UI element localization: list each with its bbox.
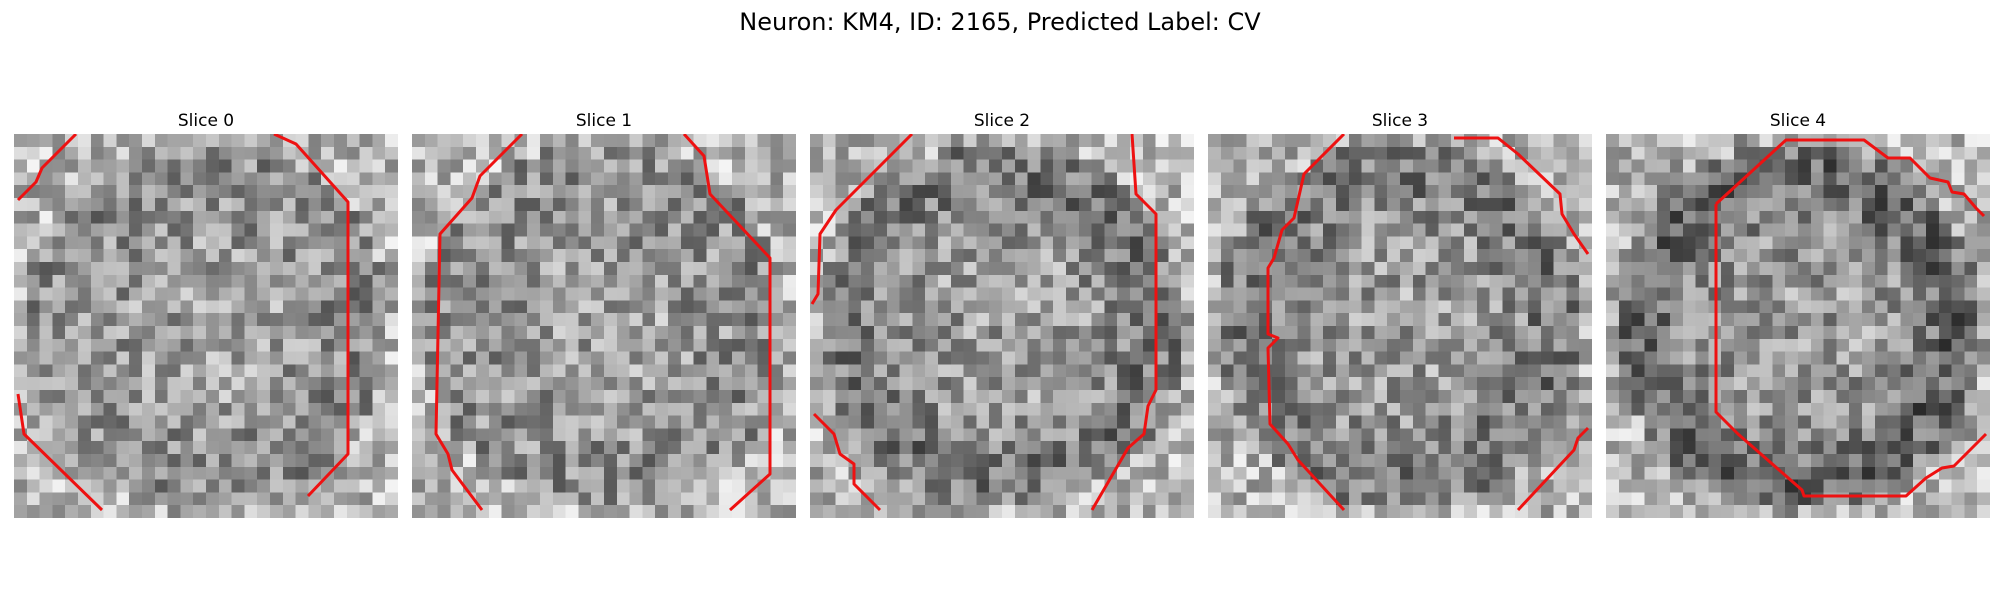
slice-image <box>412 134 796 518</box>
contour-line <box>434 134 524 511</box>
contour-line <box>812 412 882 512</box>
slice-pixels <box>1606 134 1990 518</box>
contour-line <box>1516 426 1590 512</box>
contour-line <box>682 134 772 512</box>
contour-line <box>1714 204 1988 498</box>
contour-line <box>810 134 914 305</box>
slice-panel-1: Slice 1 <box>412 108 796 518</box>
slice-pixels <box>1208 134 1592 518</box>
slice-image <box>810 134 1194 518</box>
slice-title: Slice 4 <box>1769 111 1827 131</box>
slice-title: Slice 1 <box>575 111 633 131</box>
slice-image <box>14 134 398 518</box>
slice-image <box>1208 134 1592 518</box>
figure-title: Neuron: KM4, ID: 2165, Predicted Label: … <box>739 8 1261 36</box>
slice-pixels <box>810 134 1194 518</box>
contour-overlay <box>810 134 1158 512</box>
contour-line <box>16 134 78 202</box>
contour-line <box>1266 134 1346 512</box>
contour-overlay <box>1714 138 1988 498</box>
slice-panel-0: Slice 0 <box>14 108 398 518</box>
contour-overlay <box>434 134 772 512</box>
slice-pixels <box>412 134 796 518</box>
contour-line <box>1090 134 1158 511</box>
slice-pixels <box>14 134 398 518</box>
contour-line <box>1454 136 1590 255</box>
contour-line <box>273 134 350 498</box>
contour-line <box>1714 138 1986 218</box>
slice-image <box>1606 134 1990 518</box>
contour-line <box>16 393 104 512</box>
contour-overlay <box>1266 134 1590 512</box>
contour-overlay <box>16 134 350 512</box>
slice-panel-3: Slice 3 <box>1208 108 1592 518</box>
slice-title: Slice 3 <box>1371 111 1429 131</box>
slice-panel-2: Slice 2 <box>810 108 1194 518</box>
slice-panel-4: Slice 4 <box>1606 108 1990 518</box>
slice-title: Slice 0 <box>177 111 235 131</box>
slice-title: Slice 2 <box>973 111 1031 131</box>
